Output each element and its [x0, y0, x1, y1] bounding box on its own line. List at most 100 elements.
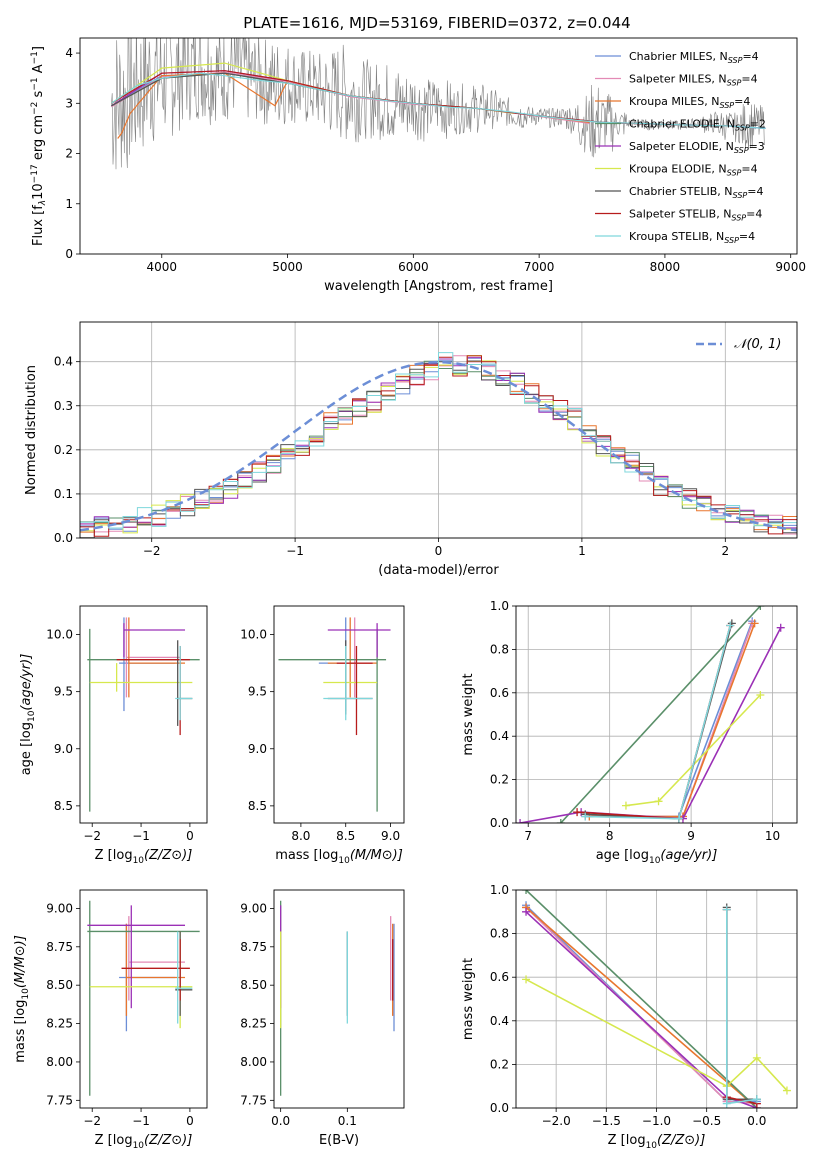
label-part: SSP — [728, 56, 743, 65]
y-tick-label: 8.50 — [240, 978, 267, 992]
label-part: Chabrier MILES, N — [629, 50, 728, 63]
y-tick-label: 0.0 — [490, 1101, 509, 1115]
y-tick-label: 0.6 — [490, 970, 509, 984]
label-part: SSP — [731, 214, 746, 223]
label-part: −1 — [30, 51, 40, 64]
label-part: erg cm — [31, 115, 46, 164]
label-part: =4 — [747, 185, 763, 198]
y-tick-label: 0.4 — [490, 729, 509, 743]
label-part: 10 — [649, 856, 661, 866]
x-tick-label: 9 — [687, 829, 695, 843]
label-part: =4 — [741, 73, 757, 86]
weight-line-3 — [560, 606, 761, 823]
panel-mass-vs-Z: −2 −1 07.758.008.258.508.759.00Z [log10(Z/… — [13, 889, 208, 1151]
y-axis-label: mass weight — [461, 673, 476, 755]
y-tick-label: 0.3 — [54, 399, 73, 413]
label-part: 10 — [133, 856, 145, 866]
weight-line-1 — [585, 623, 753, 818]
y-axis-label: Normed distribution — [24, 365, 39, 495]
x-axis-label: Z [log10(Z/Z⊙)] — [95, 848, 193, 866]
label-part: (M/M⊙)] — [13, 935, 28, 988]
plot-area — [111, 38, 766, 170]
weight-marker-8 — [752, 1095, 761, 1104]
y-tick-label: 0.4 — [54, 355, 73, 369]
label-part: Z [log — [608, 1133, 646, 1148]
label-part: 10 — [646, 1141, 658, 1151]
x-axis-label: age [log10(age/yr)] — [596, 848, 718, 866]
weight-line-6 — [585, 623, 733, 820]
plot-area — [87, 900, 200, 1096]
x-tick-label: 9000 — [775, 260, 806, 274]
x-axis-label: Z [log10(Z/Z⊙)] — [95, 1133, 193, 1151]
plot-area — [278, 617, 391, 812]
x-tick-label: 7000 — [524, 260, 555, 274]
y-tick-label: 0.8 — [490, 642, 509, 656]
label-part: ] — [31, 46, 46, 51]
label-part: −2 — [30, 102, 40, 115]
legend-entry: Kroupa MILES, NSSP=4 — [629, 95, 750, 110]
x-tick-label: 2 — [721, 544, 729, 558]
x-tick-label: −2.0 — [542, 1114, 571, 1128]
panel-age-vs-mass: 8.0 8.5 9.0 8.5 9.0 9.5 10.0 mass [log10(M/M⊙)] — [240, 605, 405, 866]
label-part: Salpeter MILES, N — [629, 73, 727, 86]
legend-entry: Chabrier ELODIE, NSSP=2 — [629, 118, 766, 133]
label-part: 10 — [21, 988, 31, 1000]
weight-line-5 — [525, 978, 788, 1092]
weight-marker-8 — [726, 621, 735, 630]
label-part: 10 — [31, 183, 46, 200]
plot-area — [80, 352, 797, 538]
y-tick-label: 8.50 — [46, 978, 73, 992]
legend-entry: Salpeter MILES, NSSP=4 — [629, 73, 758, 88]
x-tick-label: 1 — [578, 544, 586, 558]
label-part: 10 — [338, 856, 350, 866]
x-tick-label: 5000 — [272, 260, 303, 274]
weight-line-7 — [726, 909, 758, 1105]
weight-marker-2 — [750, 619, 759, 628]
label-part: (age/yr)] — [660, 848, 717, 863]
normal-curve — [80, 360, 797, 532]
label-part: =2 — [750, 118, 766, 131]
x-tick-label: 0.0 — [747, 1114, 766, 1128]
label-part: mass [log — [13, 1000, 28, 1063]
label-part: Chabrier STELIB, N — [629, 185, 733, 198]
weight-line-0 — [525, 904, 757, 1103]
y-axis-label: age [log10(age/yr)] — [19, 654, 37, 776]
label-part: Z [log — [95, 1133, 133, 1148]
label-part: 10 — [27, 710, 37, 722]
legend-entry: Kroupa ELODIE, NSSP=4 — [629, 163, 758, 178]
label-part: SSP — [735, 124, 750, 133]
y-tick-label: 9.00 — [46, 901, 73, 915]
legend-entry: 𝒩(0, 1) — [734, 337, 781, 352]
y-tick-label: 10.0 — [46, 628, 73, 642]
label-part: SSP — [727, 169, 742, 178]
weight-line-2 — [525, 906, 758, 1108]
weight-marker-8 — [674, 814, 683, 823]
weight-line-8 — [585, 625, 731, 820]
x-tick-label: −1.5 — [592, 1114, 621, 1128]
model-line-8 — [111, 72, 766, 129]
plot-area — [280, 900, 395, 1096]
y-tick-label: 0.4 — [490, 1014, 509, 1028]
x-tick-label: −2 — [83, 1114, 101, 1128]
label-part: (Z/Z⊙)] — [657, 1133, 705, 1148]
y-tick-label: 8.00 — [240, 1055, 267, 1069]
weight-marker-5 — [756, 690, 765, 699]
weight-line-0 — [585, 620, 753, 818]
weight-marker-5 — [522, 975, 531, 984]
label-part: Kroupa ELODIE, N — [629, 163, 727, 176]
label-part: (Z/Z⊙)] — [144, 1133, 192, 1148]
y-tick-label: 8.5 — [248, 799, 267, 813]
y-tick-label: 0.6 — [490, 686, 509, 700]
label-part: λ — [38, 200, 48, 206]
label-part: SSP — [719, 101, 734, 110]
y-axis-label: Flux [fλ10−17 erg cm−2 s−1 A−1] — [30, 46, 48, 246]
x-tick-label: 0 — [186, 1114, 194, 1128]
x-tick-label: −1 — [286, 544, 304, 558]
x-tick-label: 10 — [765, 829, 780, 843]
legend-entry: Chabrier MILES, NSSP=4 — [629, 50, 759, 65]
x-axis-label: E(B-V) — [319, 1133, 359, 1148]
x-tick-label: 7 — [524, 829, 532, 843]
y-tick-label: 1 — [65, 197, 73, 211]
y-tick-label: 0 — [65, 247, 73, 261]
